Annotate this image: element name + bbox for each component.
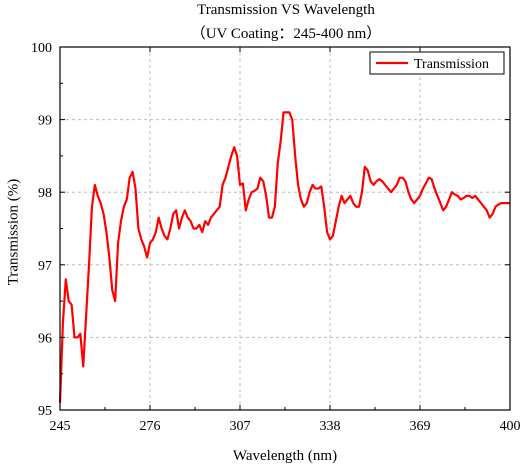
x-tick-label: 307 bbox=[230, 419, 251, 434]
y-tick-label: 100 bbox=[31, 41, 52, 56]
chart-title: Transmission VS Wavelength bbox=[197, 2, 375, 18]
x-tick-label: 276 bbox=[140, 419, 161, 434]
series-line bbox=[58, 111, 510, 403]
x-tick-label: 400 bbox=[500, 419, 521, 434]
y-tick-label: 95 bbox=[38, 404, 52, 419]
x-axis-label: Wavelength (nm) bbox=[232, 448, 338, 464]
x-tick-label: 369 bbox=[410, 419, 431, 434]
plot-frame bbox=[59, 46, 511, 411]
x-tick-label: 338 bbox=[320, 419, 341, 434]
x-tick-label: 245 bbox=[50, 419, 71, 434]
legend-label: Transmission bbox=[414, 57, 489, 72]
y-tick-label: 98 bbox=[38, 186, 52, 201]
y-tick-label: 99 bbox=[38, 114, 52, 129]
legend-box bbox=[369, 51, 505, 75]
y-tick-label: 96 bbox=[38, 331, 52, 346]
y-tick-label: 97 bbox=[38, 259, 52, 274]
chart-subtitle: （UV Coating：245-400 nm） bbox=[190, 26, 382, 42]
